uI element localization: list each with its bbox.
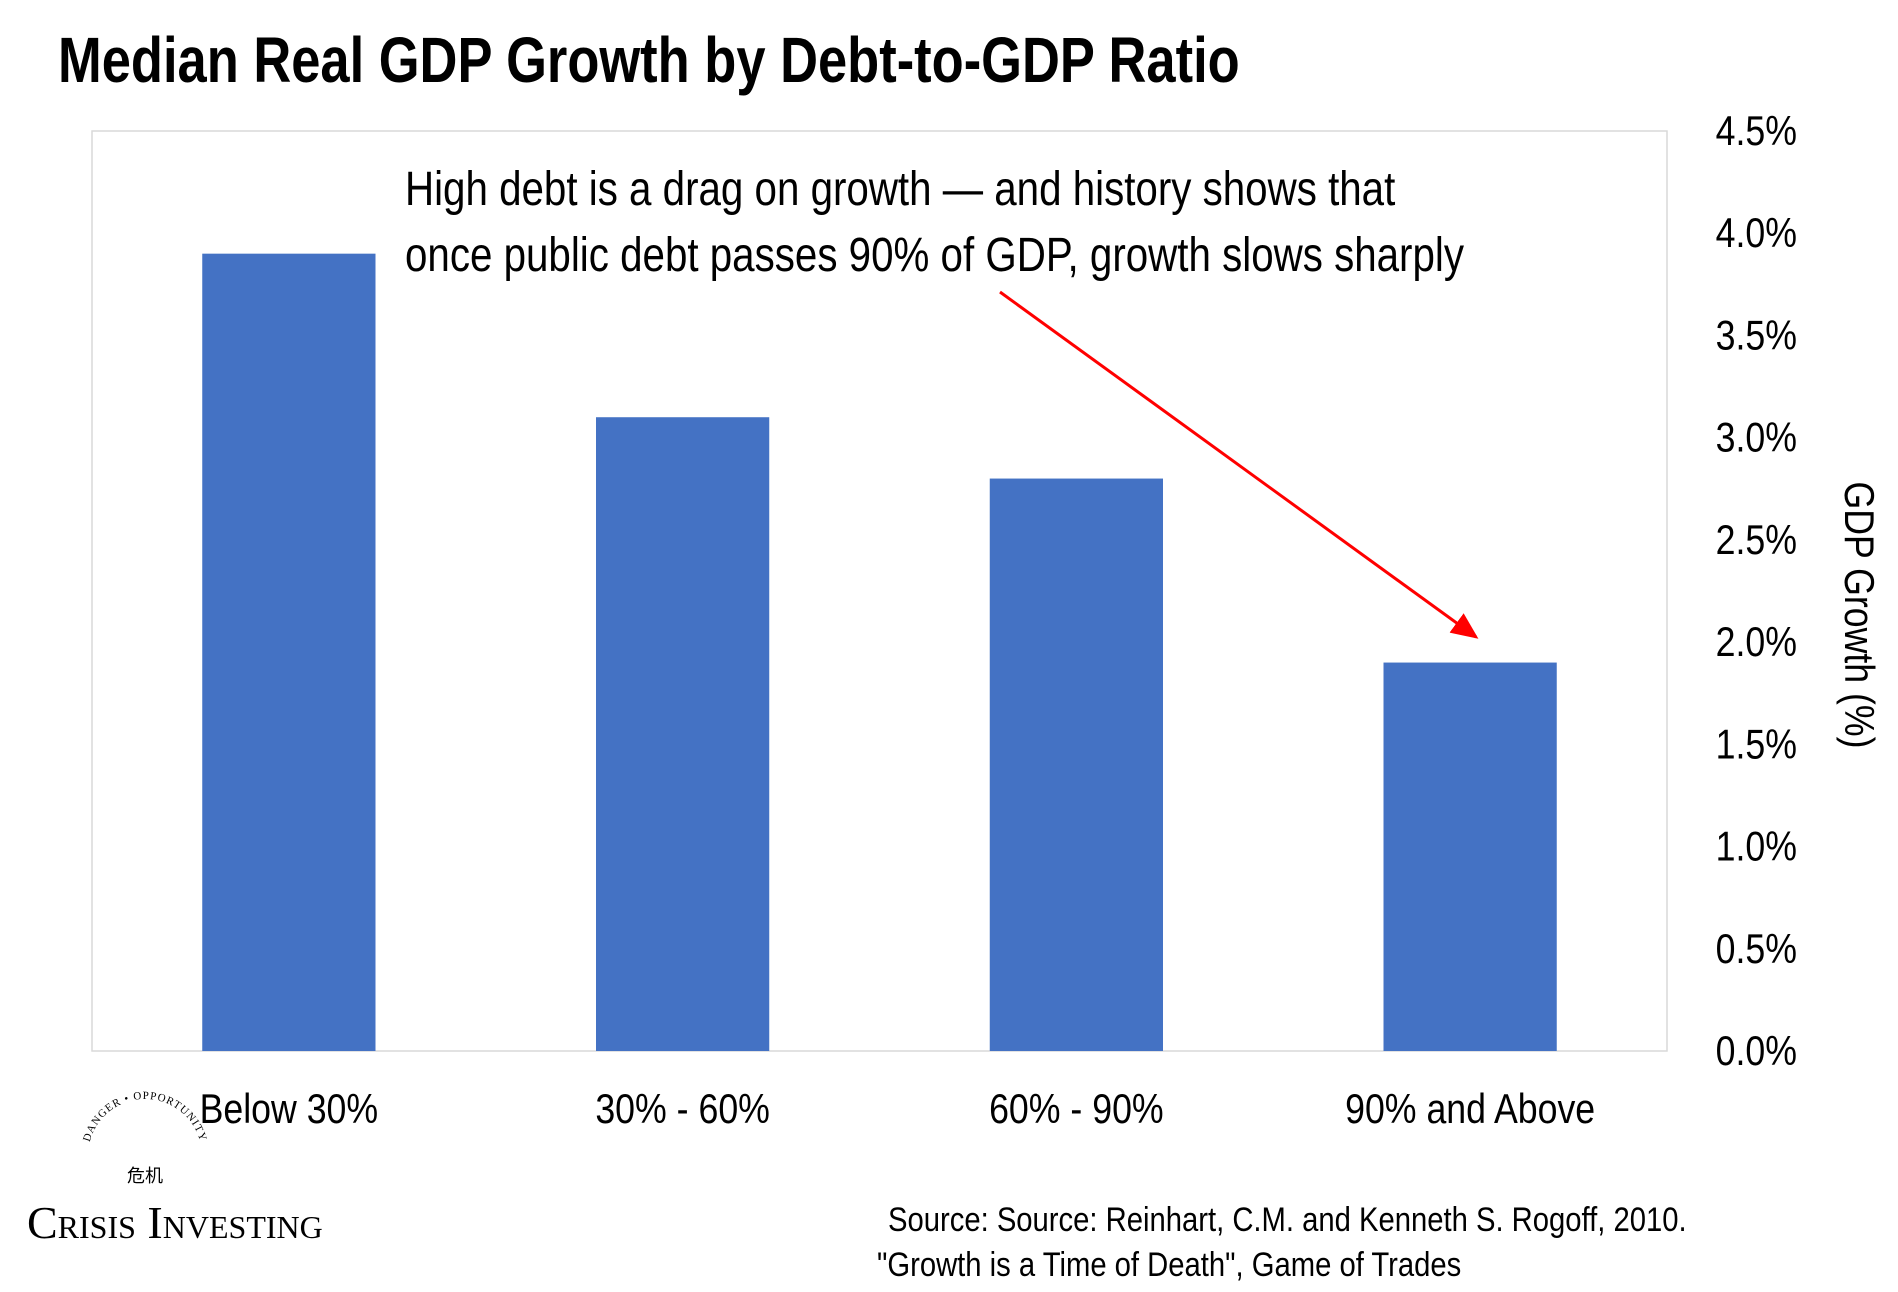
logo-glyphs: 危机	[127, 1166, 163, 1187]
x-tick-label: 90% and Above	[1345, 1086, 1595, 1132]
y-tick-label: 2.0%	[1716, 619, 1797, 665]
y-tick-label: 4.5%	[1716, 108, 1797, 154]
bar-1	[596, 417, 770, 1051]
y-tick-label: 1.5%	[1716, 722, 1797, 768]
source-line-1: Source: Source: Reinhart, C.M. and Kenne…	[888, 1200, 1687, 1239]
source-line-2: "Growth is a Time of Death", Game of Tra…	[877, 1245, 1461, 1284]
bar-3	[1383, 662, 1557, 1051]
y-tick-label: 1.0%	[1716, 824, 1797, 870]
x-tick-label: 30% - 60%	[595, 1086, 770, 1132]
y-tick-label: 4.0%	[1716, 211, 1797, 257]
annotation-line-1: High debt is a drag on growth — and hist…	[405, 163, 1395, 216]
y-tick-label: 2.5%	[1716, 517, 1797, 563]
y-tick-label: 3.5%	[1716, 313, 1797, 359]
annotation-arrow	[999, 290, 1479, 639]
y-tick-label: 3.0%	[1716, 415, 1797, 461]
chart-title: Median Real GDP Growth by Debt-to-GDP Ra…	[58, 25, 1240, 96]
bar-2	[989, 478, 1163, 1051]
logo-arc-text: DANGER • OPPORTUNITY	[81, 1090, 209, 1143]
x-tick-label: Below 30%	[200, 1086, 379, 1132]
logo-wordmark: Crisis Investing	[27, 1197, 323, 1248]
annotation-line-2: once public debt passes 90% of GDP, grow…	[405, 229, 1465, 282]
y-tick-label: 0.5%	[1716, 926, 1797, 972]
annotation: High debt is a drag on growth — and hist…	[405, 163, 1479, 639]
y-tick-label: 0.0%	[1716, 1028, 1797, 1074]
y-axis-label: GDP Growth (%)	[1835, 481, 1881, 748]
bar-0	[202, 253, 376, 1051]
x-tick-label: 60% - 90%	[989, 1086, 1164, 1132]
